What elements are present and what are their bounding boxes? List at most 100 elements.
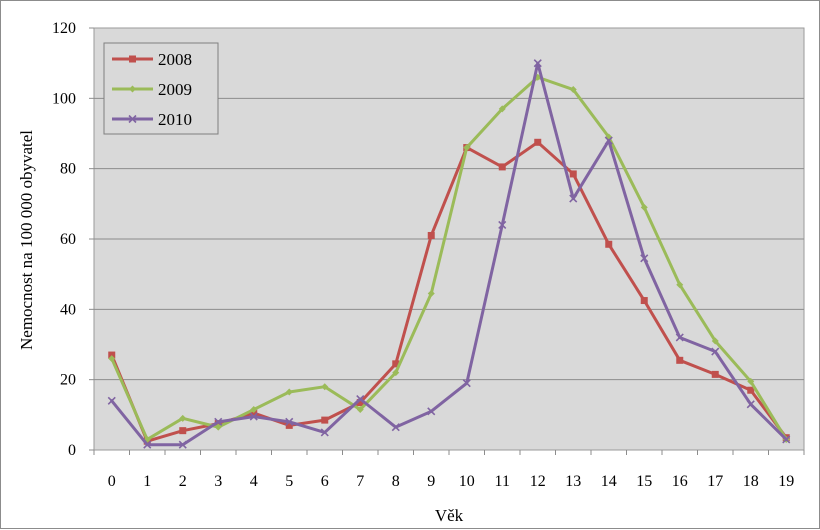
data-point-2008 [250,409,258,417]
x-tick-label: 19 [778,473,794,490]
data-point-2009 [356,406,364,414]
legend-marker [128,114,137,124]
legend-label: 2008 [158,50,192,69]
x-tick-label: 15 [636,473,652,490]
data-point-2010 [391,423,400,432]
data-point-2009 [179,414,187,422]
legend-label: 2009 [158,80,192,99]
data-point-2010 [498,220,507,229]
x-tick-label: 13 [565,473,581,490]
data-point-2010 [533,59,542,68]
data-point-2010 [640,254,649,263]
y-axis-title: Nemocnost na 100 000 obyvatel [17,130,36,350]
legend-marker [129,85,136,93]
series-2009 [108,73,790,443]
data-point-2010 [427,407,436,416]
x-axis-title: Věk [435,506,464,525]
y-tick-label: 60 [60,231,76,248]
x-tick-label: 0 [108,473,116,490]
data-point-2009 [250,406,258,414]
y-tick-label: 40 [60,301,76,318]
data-point-2010 [356,394,365,404]
data-point-2010 [711,347,720,356]
data-point-2010 [746,400,755,409]
data-point-2010 [249,412,258,421]
data-point-2009 [214,423,222,431]
y-tick-label: 120 [52,20,76,37]
series-2010 [107,59,791,449]
x-tick-label: 17 [707,473,723,490]
series-line-2009 [110,75,788,441]
data-point-2009 [108,355,116,363]
x-tick-label: 7 [356,473,364,490]
data-point-2010 [107,396,116,405]
x-tick-label: 16 [672,473,688,490]
x-tick-label: 11 [495,473,510,490]
data-point-2009 [392,369,400,377]
x-tick-label: 2 [179,473,187,490]
data-point-2008 [498,163,506,171]
y-tick-label: 20 [60,372,76,389]
data-point-2008 [711,370,719,378]
data-point-2008 [179,427,187,435]
x-tick-label: 1 [143,473,151,490]
x-tick-label: 9 [427,473,435,490]
data-point-2010 [782,435,791,444]
y-tick-label: 100 [52,90,76,107]
data-point-2008 [108,351,116,359]
x-tick-label: 8 [392,473,400,490]
data-point-2009 [321,383,329,391]
x-tick-label: 14 [601,473,617,490]
data-point-2008 [285,421,293,429]
data-point-2008 [569,170,577,178]
y-axis-ticks: 0 20 40 60 80 100 120 [52,20,94,459]
data-point-2009 [498,105,506,113]
legend: 2008 2009 2010 [103,42,219,135]
legend-item-2009: 2009 [112,80,192,99]
x-tick-label: 5 [285,473,293,490]
data-point-2008 [640,297,648,305]
data-point-2008 [321,416,329,424]
x-tick-label: 3 [214,473,222,490]
data-point-2010 [569,194,578,203]
x-tick-label: 18 [743,473,759,490]
data-point-2009 [463,144,471,152]
data-point-2008 [605,240,613,248]
data-point-2008 [534,138,542,146]
data-point-2008 [392,360,400,368]
data-point-2008 [427,231,435,239]
data-point-2010 [320,428,329,437]
x-tick-label: 10 [459,473,475,490]
data-point-2010 [675,333,684,342]
data-point-2009 [569,86,577,94]
data-point-2010 [604,136,613,145]
series-layer [107,59,791,449]
data-point-2010 [285,417,294,426]
x-tick-label: 6 [321,473,329,490]
data-point-2009 [676,281,684,289]
legend-label: 2010 [158,110,192,129]
data-point-2009 [747,377,755,385]
data-point-2008 [747,386,755,394]
legend-marker [129,55,136,63]
y-tick-label: 0 [68,442,76,459]
data-point-2009 [427,290,435,298]
data-point-2009 [640,203,648,211]
data-point-2010 [178,440,187,449]
data-point-2010 [462,379,471,388]
x-tick-label: 4 [250,473,258,490]
data-point-2009 [285,388,293,396]
legend-item-2008: 2008 [112,50,192,69]
y-tick-label: 80 [60,161,76,178]
data-point-2009 [711,337,719,345]
data-point-2008 [676,356,684,364]
x-axis-ticks: 0 1 2 3 4 5 6 7 8 9 10 11 12 13 14 15 16 17 18 19 [93,450,805,490]
data-point-2008 [356,399,364,407]
series-line-2010 [110,61,788,447]
data-point-2010 [143,440,152,449]
legend-item-2010: 2010 [112,110,192,129]
x-tick-label: 12 [530,473,546,490]
data-point-2010 [214,417,223,426]
